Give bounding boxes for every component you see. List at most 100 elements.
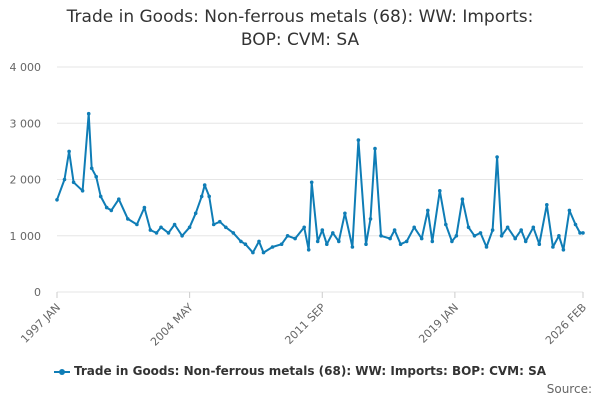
data-point bbox=[404, 239, 409, 244]
data-point bbox=[578, 231, 582, 235]
data-point bbox=[199, 194, 204, 199]
data-point bbox=[392, 228, 397, 232]
data-point bbox=[80, 189, 85, 193]
legend[interactable]: Trade in Goods: Non-ferrous metals (68):… bbox=[0, 364, 600, 378]
data-point bbox=[154, 231, 159, 235]
y-tick-label: 1 000 bbox=[10, 230, 42, 243]
data-point bbox=[306, 248, 311, 252]
data-point bbox=[231, 231, 236, 235]
data-point bbox=[135, 222, 139, 227]
data-point bbox=[261, 250, 266, 255]
data-point bbox=[270, 245, 275, 249]
data-point bbox=[320, 228, 325, 232]
data-point bbox=[364, 242, 368, 246]
data-point bbox=[251, 250, 255, 255]
chart-title-line-2: BOP: CVM: SA bbox=[240, 30, 360, 50]
data-point bbox=[557, 234, 561, 238]
data-point bbox=[454, 234, 459, 238]
data-point bbox=[450, 239, 454, 244]
data-point bbox=[224, 225, 228, 230]
data-point bbox=[218, 219, 222, 224]
y-tick-label: 3 000 bbox=[10, 117, 42, 130]
x-tick-label: 1997 JAN bbox=[18, 301, 63, 346]
data-point bbox=[211, 222, 216, 227]
data-point bbox=[537, 242, 542, 246]
source-label: Source: bbox=[546, 382, 592, 396]
data-point bbox=[109, 208, 114, 213]
data-point bbox=[388, 236, 392, 241]
data-point bbox=[331, 231, 335, 235]
data-point bbox=[430, 239, 435, 244]
data-point bbox=[279, 242, 284, 246]
data-point bbox=[202, 183, 207, 187]
data-point bbox=[519, 228, 523, 232]
data-point bbox=[426, 208, 430, 213]
chart-title-line-1: Trade in Goods: Non-ferrous metals (68):… bbox=[66, 7, 534, 27]
data-point bbox=[309, 180, 314, 185]
data-point bbox=[444, 222, 448, 227]
data-point bbox=[86, 111, 91, 116]
x-tick-label: 2004 MAY bbox=[148, 301, 196, 349]
data-point bbox=[142, 205, 147, 210]
data-point bbox=[293, 236, 297, 241]
data-point bbox=[337, 239, 341, 244]
data-point bbox=[523, 239, 528, 244]
x-tick-label: 2019 JAN bbox=[416, 301, 461, 346]
data-point bbox=[551, 245, 555, 249]
data-point bbox=[55, 198, 59, 202]
data-point bbox=[472, 234, 477, 238]
data-point bbox=[343, 211, 347, 216]
data-point bbox=[243, 242, 248, 246]
data-point bbox=[257, 239, 261, 244]
data-point bbox=[172, 222, 177, 227]
data-point bbox=[398, 242, 403, 246]
chart-title: Trade in Goods: Non-ferrous metals (68):… bbox=[0, 6, 600, 52]
legend-swatch bbox=[53, 367, 70, 377]
data-point bbox=[356, 138, 361, 142]
data-point bbox=[373, 146, 377, 151]
data-point bbox=[285, 234, 290, 238]
y-tick-label: 2 000 bbox=[10, 174, 42, 187]
data-point bbox=[302, 225, 307, 230]
data-point bbox=[513, 236, 517, 241]
data-point bbox=[412, 225, 417, 230]
data-point bbox=[94, 174, 98, 179]
y-tick-label: 4 000 bbox=[10, 61, 42, 74]
data-point bbox=[117, 197, 121, 201]
data-point bbox=[368, 217, 373, 221]
data-point bbox=[187, 225, 192, 230]
data-point bbox=[89, 166, 94, 171]
data-point bbox=[495, 155, 499, 159]
data-point bbox=[581, 231, 585, 235]
data-point bbox=[159, 225, 163, 230]
data-point bbox=[126, 217, 130, 221]
data-point bbox=[315, 239, 320, 244]
data-point bbox=[490, 228, 495, 232]
data-point bbox=[466, 225, 471, 230]
data-point bbox=[71, 180, 76, 185]
data-point bbox=[180, 234, 184, 238]
data-point bbox=[166, 231, 171, 235]
data-point bbox=[239, 239, 243, 244]
data-point bbox=[460, 197, 465, 201]
data-point bbox=[573, 222, 578, 227]
data-point bbox=[98, 194, 103, 199]
data-point bbox=[148, 228, 153, 232]
data-point bbox=[62, 177, 67, 182]
data-point bbox=[350, 245, 355, 249]
data-point bbox=[531, 225, 536, 230]
data-point bbox=[499, 234, 504, 238]
data-point bbox=[325, 242, 329, 246]
data-point bbox=[478, 231, 483, 235]
x-tick-label: 2026 FEB bbox=[543, 301, 589, 347]
series-line bbox=[56, 112, 583, 254]
legend-label: Trade in Goods: Non-ferrous metals (68):… bbox=[73, 364, 547, 378]
y-tick-label: 0 bbox=[34, 286, 41, 299]
data-point bbox=[545, 203, 549, 207]
x-tick-label: 2011 SEP bbox=[282, 301, 328, 347]
data-point bbox=[104, 205, 109, 210]
data-point bbox=[505, 225, 510, 230]
data-point bbox=[207, 194, 211, 199]
